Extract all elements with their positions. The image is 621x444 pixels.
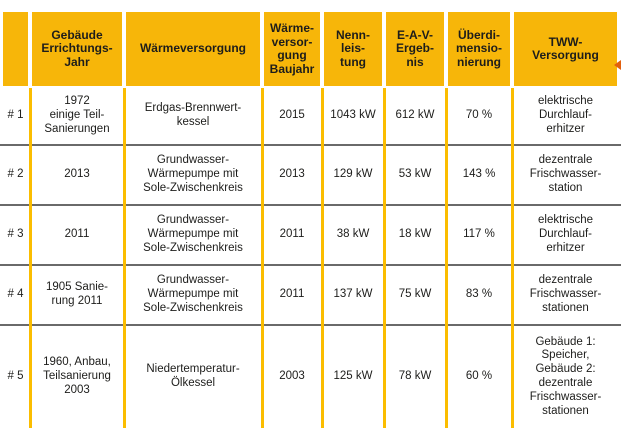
nominal-power-cell: 125 kW	[333, 370, 373, 383]
header-cell-building-year: Gebäude Errichtungs- Jahr	[32, 12, 122, 86]
row-id-cell: # 4	[7, 288, 24, 301]
nominal-power-cell: 38 kW	[336, 228, 370, 241]
dhw-supply-cell: Gebäude 1: Speicher, Gebäude 2: dezentra…	[529, 335, 602, 417]
heat-supply-year-cell: 2011	[279, 288, 305, 301]
dhw-supply-cell: elektrische Durchlauf- erhitzer	[538, 214, 593, 254]
header-cell-corner	[3, 12, 28, 86]
oversizing-cell: 143 %	[462, 168, 496, 181]
heat-supply-year-cell: 2011	[279, 228, 305, 241]
row-id-cell: # 1	[7, 109, 24, 122]
eav-result-cell: 53 kW	[398, 168, 432, 181]
eav-result-cell: 18 kW	[398, 228, 432, 241]
table-body: # 1 1972 einige Teil- Sanierungen Erdgas…	[0, 88, 621, 428]
building-year-cell: 1960, Anbau, Teilsanierung 2003	[43, 356, 111, 396]
heat-supply-cell: Erdgas-Brennwert- kessel	[144, 102, 242, 128]
heat-supply-year-cell: 2013	[279, 168, 305, 181]
heat-supply-year-cell: 2003	[279, 370, 305, 383]
header-cell-eav-result: E-A-V- Ergeb- nis	[386, 12, 444, 86]
building-year-cell: 2011	[64, 228, 90, 241]
oversizing-cell: 60 %	[465, 370, 493, 383]
row-id-cell: # 2	[7, 168, 24, 181]
table-row: # 4 1905 Sanie- rung 2011 Grundwasser- W…	[0, 266, 621, 326]
header-cell-oversizing: Überdi- mensio- nierung	[448, 12, 510, 86]
heat-supply-year-cell: 2015	[279, 109, 305, 122]
dhw-supply-cell: elektrische Durchlauf- erhitzer	[538, 95, 593, 135]
oversizing-cell: 117 %	[463, 228, 495, 241]
table-row: # 1 1972 einige Teil- Sanierungen Erdgas…	[0, 88, 621, 146]
column-grid-line	[28, 88, 32, 428]
heat-supply-cell: Grundwasser- Wärmepumpe mit Sole-Zwische…	[143, 274, 243, 314]
building-year-cell: 1905 Sanie- rung 2011	[45, 281, 109, 307]
dhw-supply-cell: dezentrale Frischwasser- stationen	[529, 274, 602, 314]
column-grid-line	[260, 88, 264, 428]
header-cell-nominal-power: Nenn- leis- tung	[324, 12, 382, 86]
eav-result-cell: 75 kW	[398, 288, 432, 301]
dhw-supply-cell: dezentrale Frischwasser- station	[529, 154, 602, 194]
heat-supply-cell: Grundwasser- Wärmepumpe mit Sole-Zwische…	[143, 154, 243, 194]
building-year-cell: 1972 einige Teil- Sanierungen	[44, 95, 110, 135]
column-grid-line	[510, 88, 514, 428]
table-row: # 2 2013 Grundwasser- Wärmepumpe mit Sol…	[0, 146, 621, 206]
heat-supply-cell: Niedertemperatur- Ölkessel	[146, 363, 240, 389]
oversizing-cell: 70 %	[465, 109, 493, 122]
edge-arrow-icon	[614, 60, 621, 70]
header-cell-heat-supply: Wärmeversorgung	[126, 12, 260, 86]
row-id-cell: # 3	[7, 228, 24, 241]
nominal-power-cell: 1043 kW	[330, 109, 376, 122]
column-grid-line	[320, 88, 324, 428]
table-header-row: Gebäude Errichtungs- Jahr Wärmeversorgun…	[3, 12, 617, 86]
table-row: # 3 2011 Grundwasser- Wärmepumpe mit Sol…	[0, 206, 621, 266]
heat-supply-cell: Grundwasser- Wärmepumpe mit Sole-Zwische…	[143, 214, 243, 254]
nominal-power-cell: 137 kW	[333, 288, 373, 301]
eav-result-cell: 612 kW	[395, 109, 435, 122]
eav-result-cell: 78 kW	[398, 370, 432, 383]
header-cell-heat-supply-year: Wärme- versor- gung Baujahr	[264, 12, 320, 86]
building-year-cell: 2013	[64, 168, 90, 181]
header-cell-dhw-supply: TWW- Versorgung	[514, 12, 617, 86]
column-grid-line	[122, 88, 126, 428]
table-row: # 5 1960, Anbau, Teilsanierung 2003 Nied…	[0, 326, 621, 428]
column-grid-line	[444, 88, 448, 428]
nominal-power-cell: 129 kW	[333, 168, 373, 181]
column-grid-line	[382, 88, 386, 428]
oversizing-cell: 83 %	[465, 288, 493, 301]
row-id-cell: # 5	[7, 370, 24, 383]
